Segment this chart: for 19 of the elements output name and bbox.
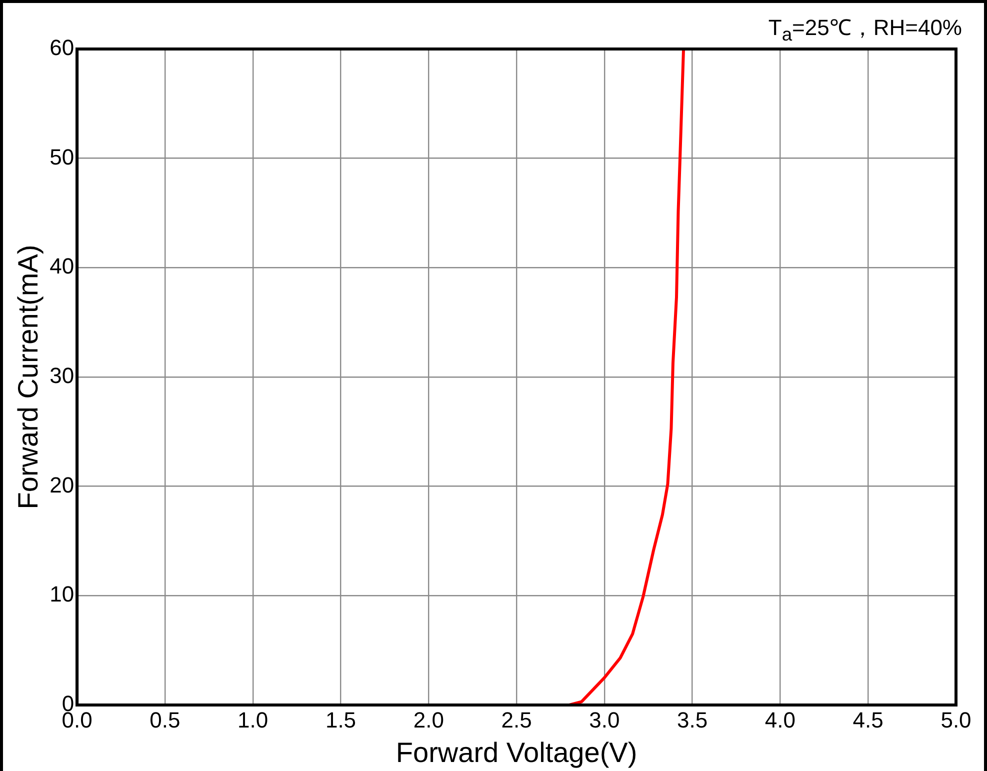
x-tick-label: 2.5 <box>501 707 532 732</box>
y-tick-label: 10 <box>50 582 74 607</box>
text: T$_{a}$=25℃，RH=40% <box>768 14 962 46</box>
y-tick-label: 60 <box>50 35 74 60</box>
x-tick-label: 5.0 <box>940 707 972 732</box>
y-axis-title: Forward Current(mA) <box>12 244 44 510</box>
x-tick-label: 3.0 <box>589 707 620 732</box>
x-tick-label: 0.5 <box>150 707 180 732</box>
y-tick-label: 40 <box>50 254 74 279</box>
y-tick-label: 30 <box>50 363 74 388</box>
y-tick-label: 20 <box>50 472 74 498</box>
x-tick-label: 4.0 <box>764 707 796 732</box>
x-tick-label: 1.5 <box>325 707 356 732</box>
x-tick-label: 3.5 <box>677 707 708 732</box>
y-tick-label: 50 <box>50 144 74 170</box>
x-axis-title: Forward Voltage(V) <box>396 736 638 768</box>
x-tick-label: 4.5 <box>852 707 884 732</box>
x-tick-label: 1.0 <box>238 707 268 732</box>
x-tick-label: 2.0 <box>413 707 444 732</box>
